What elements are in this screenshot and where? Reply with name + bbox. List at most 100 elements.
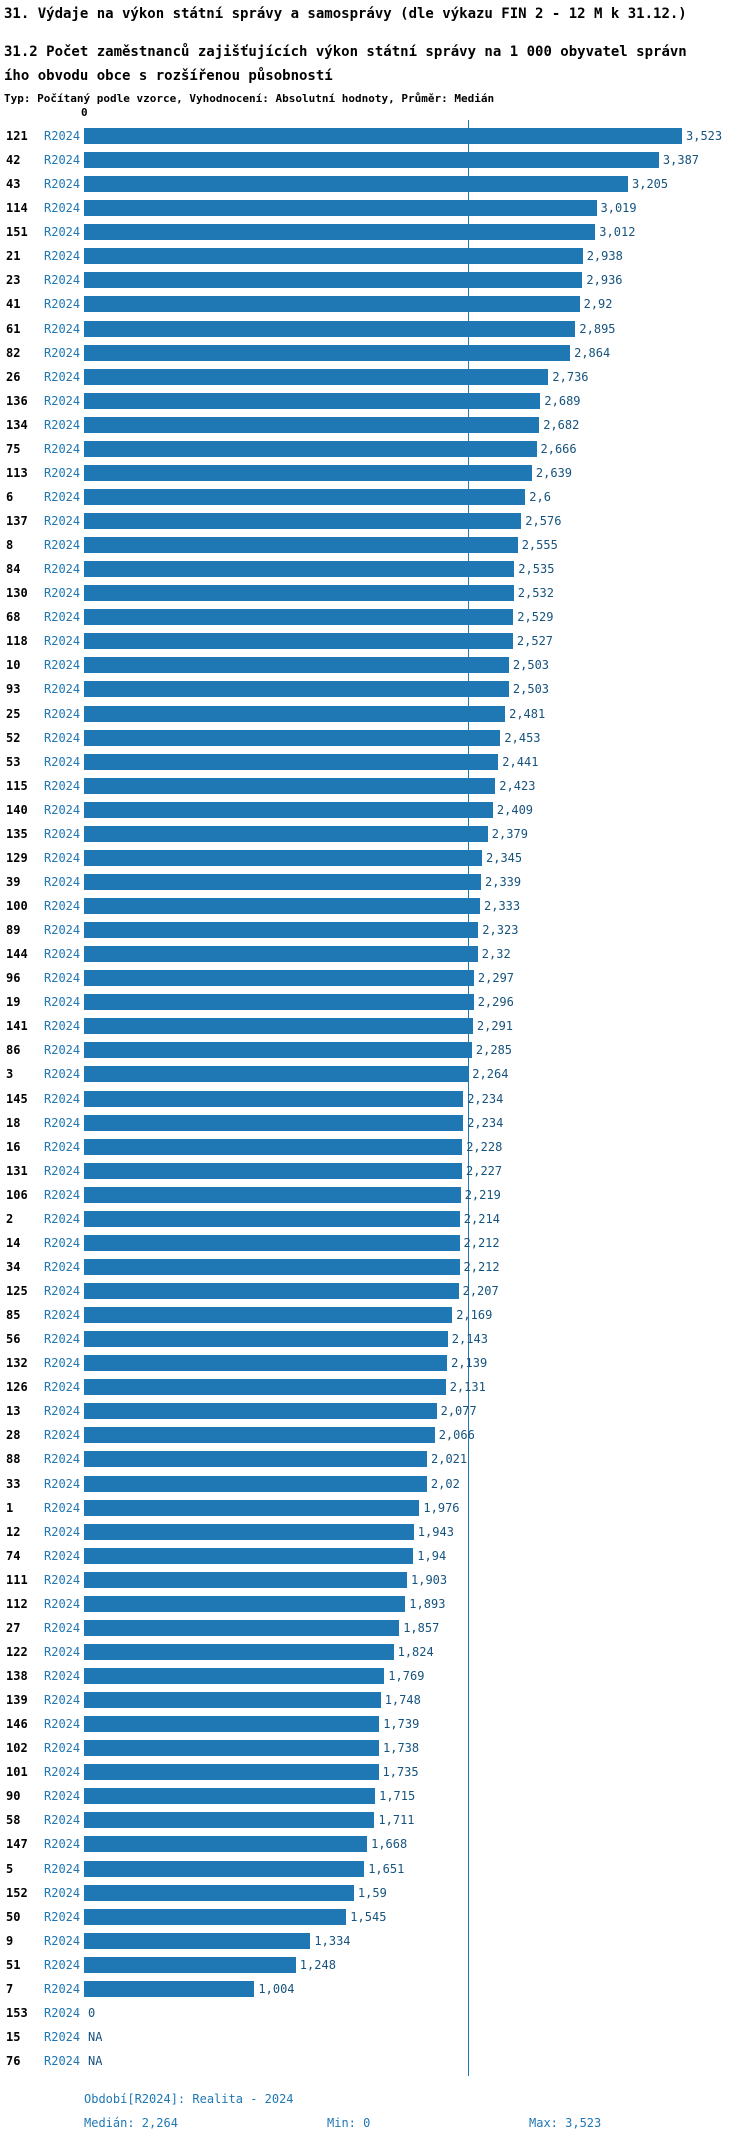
bar[interactable] (84, 1812, 375, 1829)
bar[interactable] (84, 1668, 385, 1685)
bar[interactable] (84, 922, 479, 939)
bar[interactable] (84, 368, 549, 385)
row-bar-area: 2,234 (84, 1087, 750, 1111)
bar[interactable] (84, 176, 628, 193)
row-id-label: 58 (6, 1813, 21, 1828)
bar[interactable] (84, 1234, 460, 1251)
bar[interactable] (84, 849, 482, 866)
bar[interactable] (84, 537, 518, 554)
bar[interactable] (84, 1283, 459, 1300)
bar[interactable] (84, 1764, 379, 1781)
bar[interactable] (84, 1523, 414, 1540)
bar[interactable] (84, 128, 682, 145)
bar[interactable] (84, 1836, 368, 1853)
bar[interactable] (84, 1716, 380, 1733)
bar-value-label: 2,228 (466, 1139, 503, 1154)
bar[interactable] (84, 873, 481, 890)
bar[interactable] (84, 1499, 420, 1516)
bar[interactable] (84, 657, 509, 674)
chart-row: 134 R2024 2,682 (0, 413, 750, 437)
bar[interactable] (84, 681, 509, 698)
bar[interactable] (84, 729, 501, 746)
bar[interactable] (84, 248, 583, 265)
bar[interactable] (84, 1427, 435, 1444)
bar[interactable] (84, 513, 522, 530)
bar-value-label: 1,651 (368, 1861, 405, 1876)
bar[interactable] (84, 1956, 296, 1973)
bar[interactable] (84, 946, 478, 963)
bar[interactable] (84, 801, 493, 818)
bar[interactable] (84, 1042, 472, 1059)
bar[interactable] (84, 224, 596, 241)
bar[interactable] (84, 1186, 461, 1203)
bar[interactable] (84, 1162, 462, 1179)
bar[interactable] (84, 392, 541, 409)
row-period-label: R2024 (44, 947, 81, 962)
bar[interactable] (84, 1692, 381, 1709)
bar[interactable] (84, 1884, 354, 1901)
bar[interactable] (84, 1643, 394, 1660)
bar[interactable] (84, 272, 583, 289)
bar[interactable] (84, 561, 515, 578)
bar[interactable] (84, 1258, 460, 1275)
bar[interactable] (84, 152, 659, 169)
bar[interactable] (84, 1331, 448, 1348)
row-id-label: 84 (6, 562, 21, 577)
bar[interactable] (84, 296, 580, 313)
bar[interactable] (84, 1403, 437, 1420)
bar[interactable] (84, 1788, 376, 1805)
bar[interactable] (84, 585, 514, 602)
row-id-label: 76 (6, 2054, 21, 2069)
bar[interactable] (84, 344, 571, 361)
bar[interactable] (84, 994, 474, 1011)
bar[interactable] (84, 1980, 255, 1997)
bar[interactable] (84, 705, 506, 722)
bar[interactable] (84, 440, 537, 457)
bar[interactable] (84, 1210, 460, 1227)
bar[interactable] (84, 898, 480, 915)
bar[interactable] (84, 633, 513, 650)
bar-value-label: 2,639 (535, 465, 573, 480)
row-bar-area: 1,903 (84, 1568, 750, 1592)
chart-row: 7 R2024 1,004 (0, 1977, 750, 2001)
chart-row: 141 R2024 2,291 (0, 1014, 750, 1038)
bar[interactable] (84, 1571, 407, 1588)
bar[interactable] (84, 609, 514, 626)
bar[interactable] (84, 1475, 427, 1492)
bar[interactable] (84, 825, 488, 842)
chart-row: 58 R2024 1,711 (0, 1808, 750, 1832)
bar[interactable] (84, 1355, 448, 1372)
row-bar-area: 1,334 (84, 1929, 750, 1953)
chart-row: 33 R2024 2,02 (0, 1472, 750, 1496)
bar[interactable] (84, 1066, 469, 1083)
bar[interactable] (84, 777, 496, 794)
bar-value-label: 2,92 (583, 297, 613, 312)
bar[interactable] (84, 1860, 365, 1877)
bar-value-label: 2,32 (481, 947, 511, 962)
bar[interactable] (84, 753, 499, 770)
chart-row: 51 R2024 1,248 (0, 1953, 750, 1977)
row-bar-area: 2,689 (84, 389, 750, 413)
bar[interactable] (84, 1932, 311, 1949)
bar[interactable] (84, 1740, 379, 1757)
bar[interactable] (84, 1547, 414, 1564)
bar[interactable] (84, 1114, 464, 1131)
bar[interactable] (84, 320, 576, 337)
bar[interactable] (84, 1619, 400, 1636)
bar[interactable] (84, 1595, 406, 1612)
bar[interactable] (84, 416, 540, 433)
bar[interactable] (84, 1379, 446, 1396)
bar[interactable] (84, 1451, 427, 1468)
bar[interactable] (84, 1138, 463, 1155)
row-bar-area: 2,441 (84, 750, 750, 774)
bar[interactable] (84, 1018, 473, 1035)
row-period-label: R2024 (44, 1428, 81, 1443)
bar[interactable] (84, 1908, 347, 1925)
bar[interactable] (84, 970, 474, 987)
bar[interactable] (84, 1090, 464, 1107)
bar[interactable] (84, 488, 526, 505)
bar[interactable] (84, 200, 597, 217)
bar[interactable] (84, 1307, 453, 1324)
bar-value-label: 2,066 (438, 1428, 475, 1443)
bar[interactable] (84, 464, 532, 481)
